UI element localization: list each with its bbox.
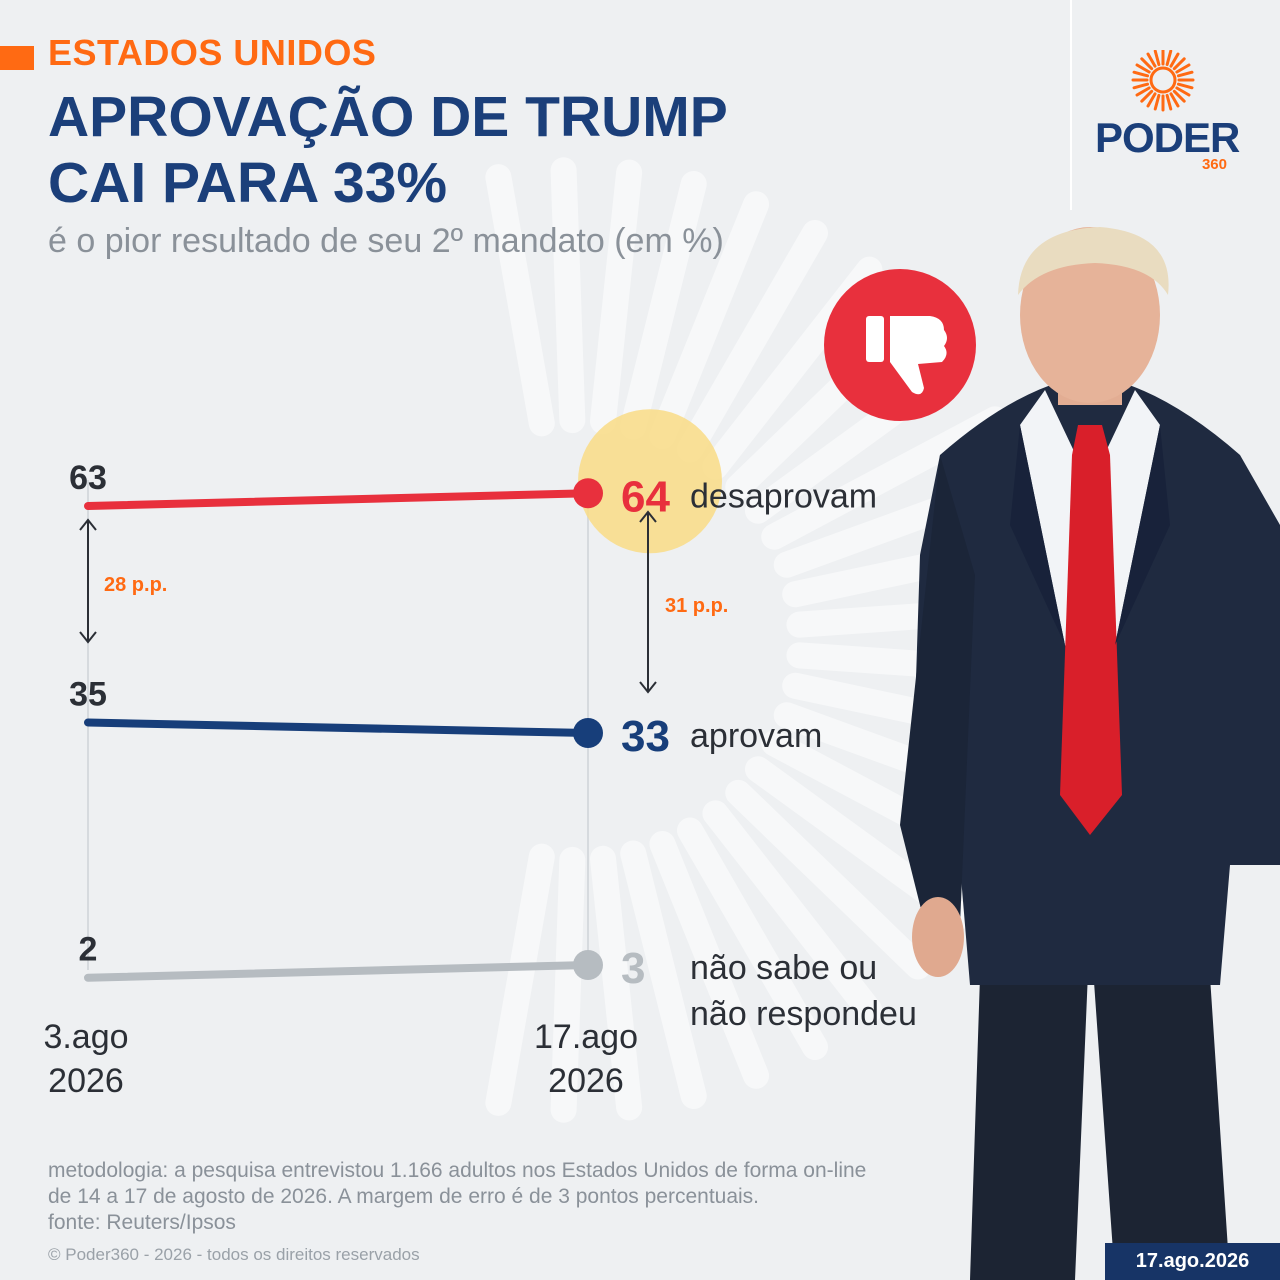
sunburst-ray [677, 219, 828, 463]
logo-ray [1153, 93, 1161, 111]
sunburst-ray [620, 170, 707, 440]
logo-number: 360 [1201, 156, 1227, 173]
subtitle: é o pior resultado de seu 2º mandato (em… [48, 222, 724, 260]
sunburst-ray [620, 840, 707, 1110]
end-value-label-1: 33 [621, 712, 670, 761]
series-line-1 [84, 718, 592, 737]
logo-ray [1140, 57, 1154, 71]
sunburst-ray [485, 164, 555, 437]
end-value-label-0: 64 [621, 472, 670, 521]
sunburst-ray [649, 191, 770, 450]
header-divider [1070, 0, 1072, 210]
logo-ray [1169, 92, 1180, 108]
sunburst-ray [485, 843, 555, 1116]
annotation-arrowhead-top-0 [79, 518, 97, 531]
sunburst-ray [702, 800, 883, 1024]
kicker-bar [0, 46, 34, 70]
sunburst-ray [649, 830, 770, 1089]
annotation-label-0: 28 p.p. [104, 574, 167, 596]
annotation-arrowhead-top-1 [639, 510, 657, 523]
thumbs-down-icon [824, 269, 976, 421]
kicker: ESTADOS UNIDOS [48, 32, 377, 73]
logo-ray [1132, 70, 1150, 78]
logo-ray [1175, 86, 1191, 97]
logo-ray [1176, 82, 1194, 90]
thumb-cuff [866, 316, 884, 362]
x-tick-label-0-0: 3.ago [43, 1018, 128, 1056]
series-name-0: desaprovam [690, 477, 877, 515]
series-point-1 [573, 718, 603, 748]
start-value-label-1: 35 [69, 676, 107, 714]
logo-ray [1146, 92, 1157, 108]
x-tick-label-1-0: 17.ago [534, 1018, 638, 1056]
series-name-1: aprovam [690, 717, 822, 755]
series-point-0 [573, 478, 603, 509]
methodology-line-1: metodologia: a pesquisa entrevistou 1.16… [48, 1159, 867, 1182]
date-badge: 17.ago.2026 [1105, 1243, 1280, 1280]
sunburst-ray [761, 406, 1008, 550]
logo-ray [1175, 63, 1191, 74]
logo-ray [1165, 49, 1173, 67]
series-line-0 [84, 489, 592, 510]
start-value-label-2: 2 [79, 931, 98, 969]
series-name-2-line-0: não sabe ou [690, 949, 877, 987]
sunburst-ray [725, 779, 932, 980]
title-line-1: APROVAÇÃO DE TRUMP [48, 85, 728, 149]
end-value-label-2: 3 [621, 944, 645, 993]
series-name-2-line-1: não respondeu [690, 995, 917, 1033]
annotation-label-1: 31 p.p. [665, 595, 728, 617]
title-line-2: CAI PARA 33% [48, 151, 448, 215]
poder360-logo: PODER 360 [1095, 48, 1240, 180]
start-value-label-0: 63 [69, 459, 107, 497]
sunburst-ray [589, 845, 643, 1121]
copyright: © Poder360 - 2026 - todos os direitos re… [48, 1245, 420, 1264]
logo-ray [1132, 82, 1150, 90]
logo-word: PODER [1095, 114, 1240, 161]
logo-ray [1176, 70, 1194, 78]
methodology-note: metodologia: a pesquisa entrevistou 1.16… [48, 1158, 988, 1236]
series-point-2 [573, 950, 603, 980]
thumb-hand [890, 316, 947, 395]
logo-ray [1146, 52, 1157, 68]
sunburst-ray [677, 817, 828, 1061]
highlight-glow [578, 409, 722, 554]
logo-ray [1172, 57, 1186, 71]
sunburst-ray [550, 846, 586, 1123]
person-photo [900, 227, 1280, 1280]
logo-ray [1135, 63, 1151, 74]
sunburst-ray [550, 157, 586, 434]
annotation-arrowhead-bottom-1 [639, 681, 657, 694]
logo-ray [1135, 86, 1151, 97]
sun-logo-icon [1131, 48, 1195, 112]
logo-ray [1153, 49, 1161, 67]
logo-ray [1140, 89, 1154, 103]
logo-core [1149, 66, 1177, 94]
source-note: fonte: Reuters/Ipsos [48, 1211, 236, 1234]
annotation-arrowhead-bottom-0 [79, 631, 97, 644]
sunburst-ray [589, 159, 643, 435]
logo-ray [1165, 93, 1173, 111]
page-title: APROVAÇÃO DE TRUMP CAI PARA 33% [48, 84, 728, 216]
series-line-2 [84, 961, 592, 982]
x-tick-label-0-1: 2026 [48, 1062, 124, 1100]
logo-ray [1172, 89, 1186, 103]
x-tick-label-1-1: 2026 [548, 1062, 624, 1100]
methodology-line-2: de 14 a 17 de agosto de 2026. A margem d… [48, 1185, 760, 1208]
logo-ray [1169, 52, 1180, 68]
